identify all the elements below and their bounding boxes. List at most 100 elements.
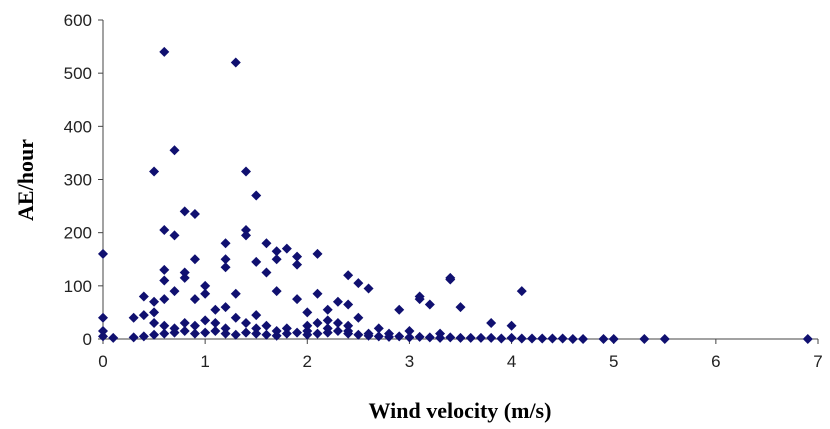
- point: [271, 246, 282, 257]
- point: [251, 310, 262, 321]
- point: [189, 209, 200, 220]
- point: [547, 333, 558, 344]
- point: [353, 278, 364, 289]
- point: [516, 286, 527, 297]
- point: [363, 328, 374, 339]
- x-axis-title: Wind velocity (m/s): [369, 398, 552, 423]
- point: [241, 318, 251, 329]
- point: [302, 326, 313, 337]
- point: [179, 318, 190, 329]
- y-tick-label: 500: [64, 64, 92, 83]
- point: [292, 251, 303, 262]
- point: [149, 296, 160, 307]
- point: [312, 248, 323, 259]
- point: [220, 323, 231, 334]
- point: [373, 323, 384, 334]
- y-tick-label: 600: [64, 11, 92, 30]
- point: [598, 334, 609, 344]
- point: [343, 326, 354, 337]
- x-tick-label: 2: [303, 352, 312, 371]
- point: [98, 248, 108, 259]
- point: [537, 333, 548, 344]
- point: [332, 326, 343, 337]
- point: [302, 307, 313, 318]
- point: [179, 272, 190, 283]
- point: [149, 329, 160, 340]
- point: [261, 329, 272, 340]
- point: [108, 332, 119, 343]
- x-tick-label: 0: [98, 352, 107, 371]
- point: [261, 238, 272, 249]
- point: [516, 333, 527, 344]
- point: [424, 299, 435, 310]
- x-tick-label: 5: [609, 352, 618, 371]
- point: [98, 312, 108, 323]
- point: [241, 327, 251, 338]
- point: [261, 320, 272, 331]
- point: [281, 323, 292, 334]
- point: [465, 332, 476, 343]
- point: [241, 230, 251, 241]
- y-tick-label: 100: [64, 277, 92, 296]
- y-tick-label: 200: [64, 224, 92, 243]
- point: [200, 315, 211, 326]
- point: [363, 283, 374, 294]
- x-tick-label: 6: [711, 352, 720, 371]
- point: [384, 328, 394, 339]
- point: [332, 318, 343, 329]
- point: [271, 326, 282, 337]
- point: [251, 328, 262, 339]
- x-tick-label: 3: [405, 352, 414, 371]
- point: [189, 254, 200, 265]
- point: [138, 310, 149, 321]
- point: [149, 307, 160, 318]
- point: [230, 312, 241, 323]
- point: [271, 286, 282, 297]
- point: [159, 328, 170, 339]
- point: [322, 323, 333, 334]
- point: [445, 274, 456, 285]
- point: [210, 326, 221, 337]
- point: [200, 288, 211, 299]
- point: [251, 323, 262, 334]
- point: [292, 259, 303, 270]
- point: [159, 46, 170, 57]
- point: [210, 304, 221, 315]
- point: [312, 288, 323, 299]
- point: [312, 328, 323, 339]
- point: [292, 327, 303, 338]
- point: [169, 230, 180, 241]
- point: [527, 333, 537, 344]
- point: [210, 318, 221, 329]
- point: [343, 299, 354, 310]
- point: [230, 329, 241, 340]
- point: [343, 320, 354, 331]
- point: [332, 296, 343, 307]
- point: [455, 332, 466, 343]
- point: [189, 320, 200, 331]
- x-tick-label: 1: [200, 352, 209, 371]
- point: [608, 334, 619, 344]
- point: [128, 312, 139, 323]
- point: [394, 331, 405, 342]
- point: [486, 318, 497, 329]
- point: [455, 302, 466, 313]
- point: [138, 331, 149, 342]
- point: [353, 329, 364, 340]
- point: [486, 332, 497, 343]
- point: [241, 225, 251, 236]
- point: [149, 318, 160, 329]
- point: [373, 331, 384, 342]
- point: [445, 332, 456, 343]
- point: [404, 326, 415, 337]
- point: [241, 166, 251, 177]
- point: [189, 294, 200, 305]
- point: [230, 57, 241, 68]
- point: [159, 294, 170, 305]
- point: [200, 280, 211, 291]
- point: [506, 332, 517, 343]
- point: [578, 334, 589, 344]
- point: [394, 304, 405, 315]
- point: [414, 294, 425, 305]
- point: [251, 190, 262, 201]
